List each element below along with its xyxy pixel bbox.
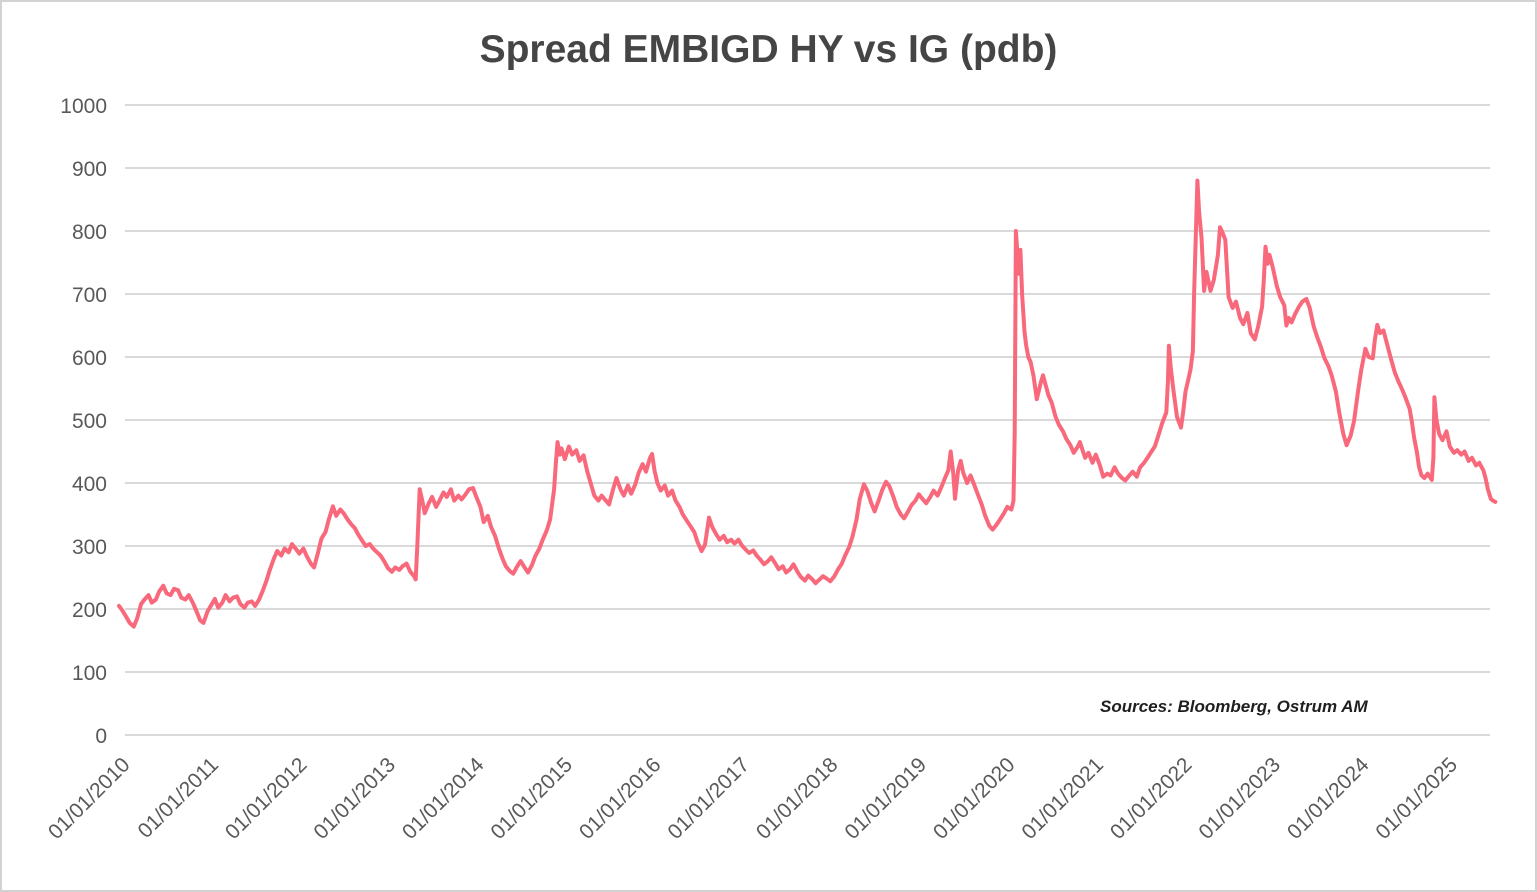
x-tick-label-2021: 01/01/2021 [1017, 753, 1108, 844]
y-tick-label-900: 900 [72, 158, 107, 181]
x-tick-label-2014: 01/01/2014 [398, 753, 489, 844]
x-tick-label-2010: 01/01/2010 [44, 753, 135, 844]
x-tick-label-2012: 01/01/2012 [221, 753, 312, 844]
x-tick-label-2022: 01/01/2022 [1106, 753, 1197, 844]
chart-title: Spread EMBIGD HY vs IG (pdb) [479, 28, 1058, 71]
x-tick-label-2013: 01/01/2013 [309, 753, 400, 844]
y-tick-label-400: 400 [72, 473, 107, 496]
x-tick-label-2019: 01/01/2019 [840, 753, 931, 844]
y-tick-label-300: 300 [72, 536, 107, 559]
x-tick-label-2017: 01/01/2017 [663, 753, 754, 844]
source-note: Sources: Bloomberg, Ostrum AM [1100, 697, 1368, 716]
y-tick-label-700: 700 [72, 284, 107, 307]
y-tick-label-100: 100 [72, 662, 107, 685]
y-tick-label-500: 500 [72, 410, 107, 433]
series-line-0 [117, 178, 1498, 629]
y-tick-label-200: 200 [72, 599, 107, 622]
x-tick-label-2024: 01/01/2024 [1283, 753, 1374, 844]
x-tick-label-2015: 01/01/2015 [486, 753, 577, 844]
y-tick-label-0: 0 [95, 725, 107, 748]
x-tick-label-2025: 01/01/2025 [1371, 753, 1462, 844]
x-tick-label-2023: 01/01/2023 [1194, 753, 1285, 844]
x-tick-label-2018: 01/01/2018 [752, 753, 843, 844]
x-tick-label-2016: 01/01/2016 [575, 753, 666, 844]
x-tick-label-2011: 01/01/2011 [134, 753, 223, 842]
x-tick-label-2020: 01/01/2020 [929, 753, 1020, 844]
y-tick-label-800: 800 [72, 221, 107, 244]
y-tick-label-1000: 1000 [60, 95, 107, 118]
y-tick-label-600: 600 [72, 347, 107, 370]
